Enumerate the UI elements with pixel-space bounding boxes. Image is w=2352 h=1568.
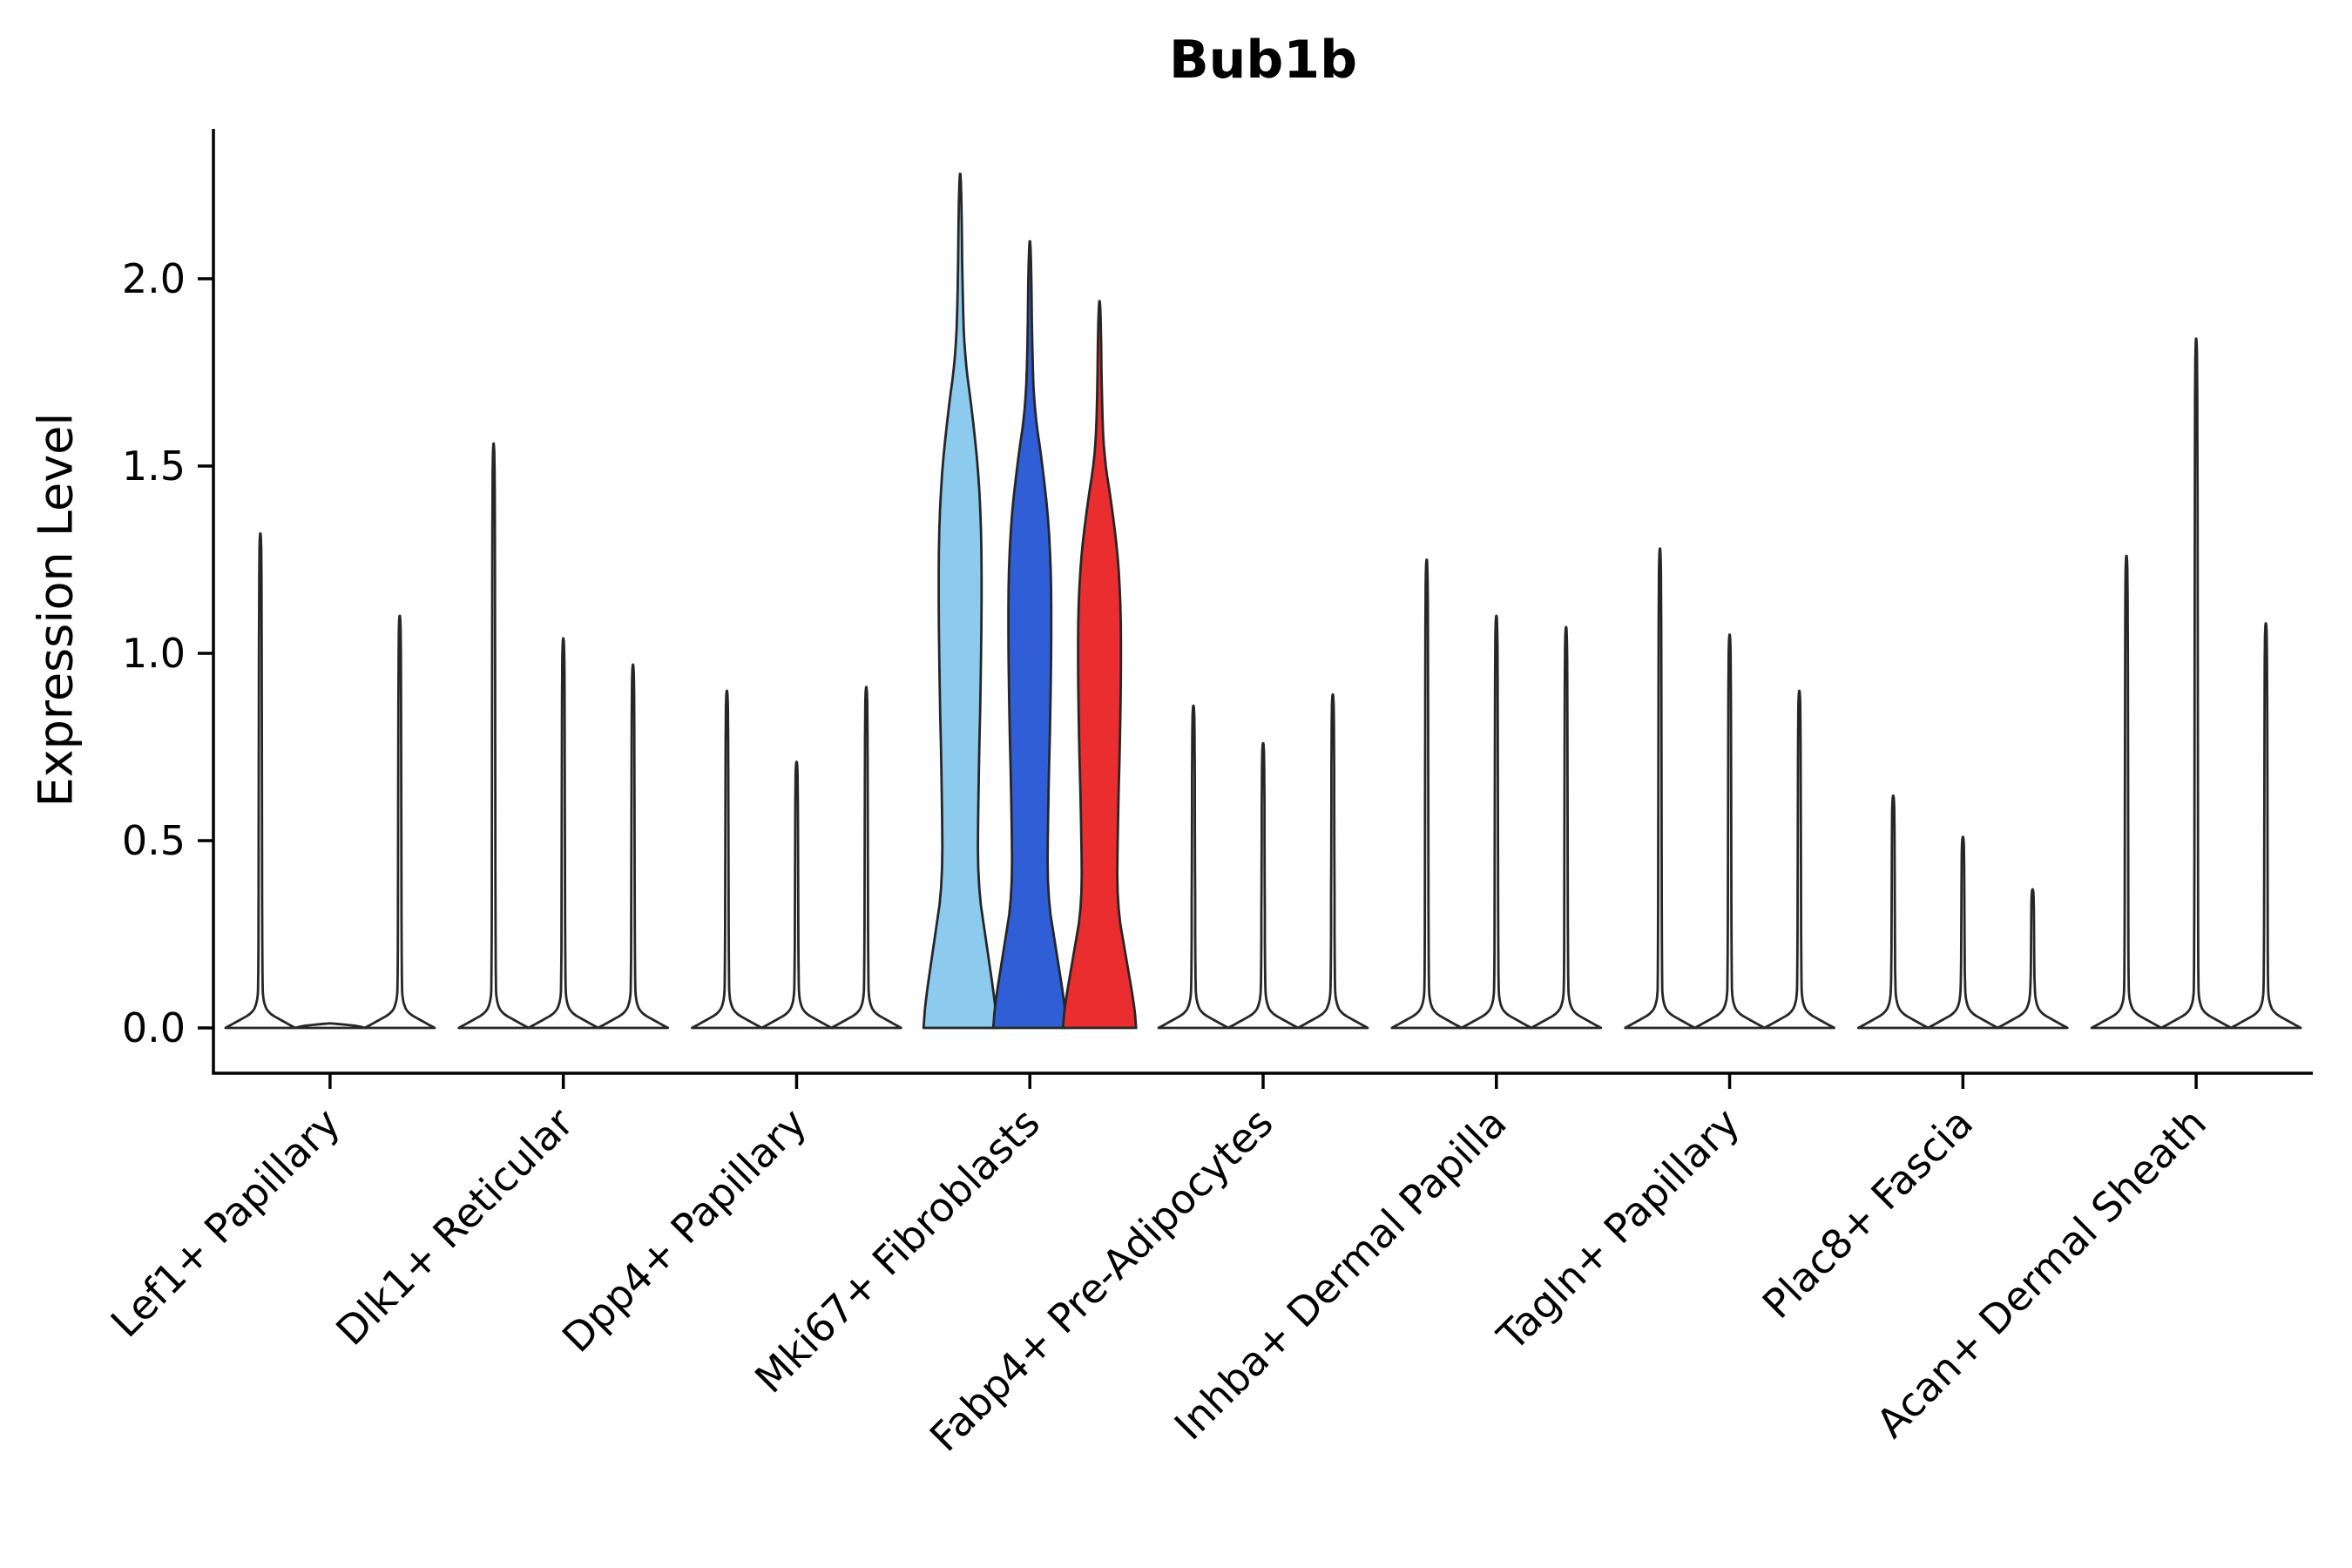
violin (1996, 888, 2069, 1030)
y-tick-label: 1.5 (122, 443, 186, 490)
violin (1460, 614, 1533, 1030)
violin (1390, 558, 1463, 1030)
violin (691, 689, 763, 1030)
violin (224, 532, 297, 1030)
x-category-label: Tagln+ Papillary (1488, 1099, 1749, 1361)
violin (2159, 337, 2233, 1030)
violin (1624, 547, 1696, 1030)
violin (991, 240, 1068, 1030)
violin (1157, 704, 1230, 1030)
x-category-label: Dpp4+ Papillary (553, 1099, 815, 1362)
x-category-label: Dlk1+ Reticular (327, 1099, 582, 1355)
y-tick-label: 2.0 (122, 255, 186, 302)
y-tick-label: 1.0 (122, 630, 186, 677)
violin (922, 172, 998, 1030)
violin (760, 760, 833, 1030)
violin (527, 637, 600, 1030)
violin (1227, 741, 1300, 1030)
x-category-label: Plac8+ Fascia (1754, 1099, 1982, 1328)
violin (1856, 794, 1930, 1030)
chart-title: Bub1b (1168, 30, 1358, 91)
violin (597, 663, 670, 1030)
violin (1530, 625, 1603, 1030)
x-category-label: Lef1+ Papillary (102, 1099, 349, 1347)
violin (2090, 554, 2163, 1030)
violin (1693, 633, 1766, 1030)
violin (1061, 300, 1138, 1030)
y-tick-label: 0.0 (122, 1004, 186, 1051)
violin (294, 1022, 367, 1030)
y-tick-label: 0.5 (122, 817, 186, 864)
violin (2229, 622, 2302, 1030)
violin (1763, 689, 1835, 1030)
violin (1296, 693, 1369, 1030)
violin (1926, 835, 1999, 1030)
violin (457, 442, 531, 1030)
violin (830, 686, 902, 1030)
violin (363, 614, 436, 1030)
